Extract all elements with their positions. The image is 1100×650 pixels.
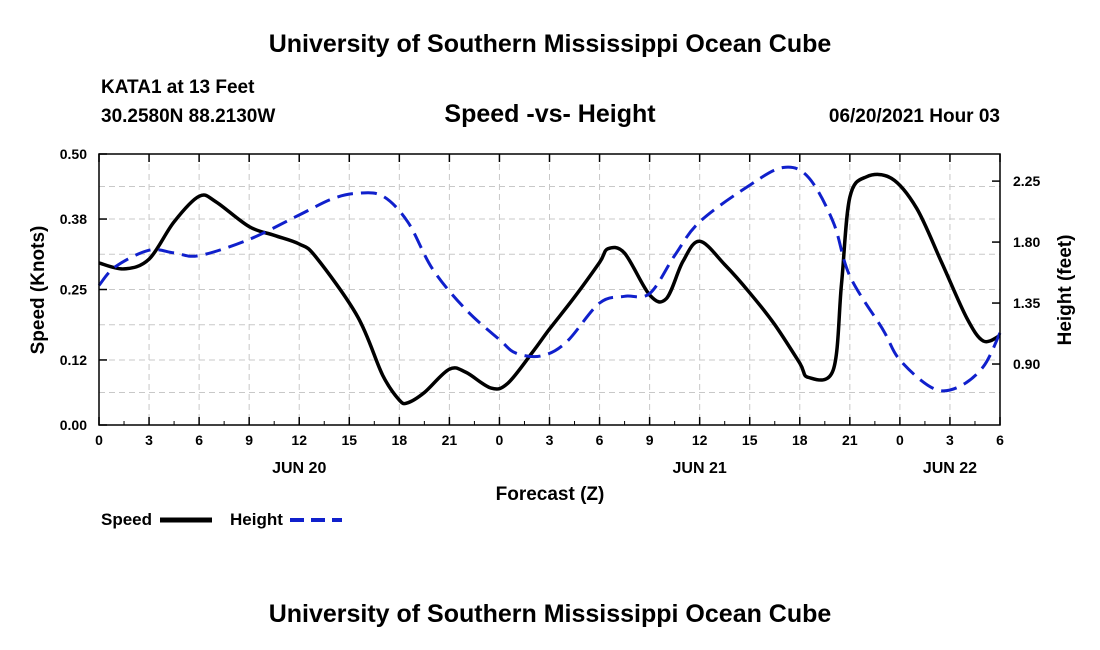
x-tick-label: 21 — [442, 432, 458, 448]
x-axis-label: Forecast (Z) — [496, 484, 605, 505]
x-tick-label: 21 — [842, 432, 858, 448]
legend: Speed Height — [101, 510, 342, 529]
x-tick-label: 18 — [792, 432, 808, 448]
x-tick-label: 0 — [496, 432, 504, 448]
date-label: JUN 21 — [673, 460, 727, 477]
series-line-height — [97, 165, 1002, 393]
x-tick-label: 0 — [896, 432, 904, 448]
y-right-tick-label: 0.90 — [1013, 356, 1040, 372]
footer-title: University of Southern Mississippi Ocean… — [268, 600, 832, 628]
y-right-tick-label: 1.35 — [1013, 295, 1040, 311]
x-tick-label: 3 — [946, 432, 954, 448]
legend-height-label: Height — [230, 510, 283, 529]
x-tick-label: 9 — [245, 432, 253, 448]
date-label: JUN 22 — [923, 460, 977, 477]
x-tick-label: 3 — [546, 432, 554, 448]
y-axis-left-label: Speed (Knots) — [28, 226, 49, 355]
x-tick-label: 18 — [392, 432, 408, 448]
y-left-tick-label: 0.12 — [60, 352, 87, 368]
x-tick-label: 3 — [145, 432, 153, 448]
x-tick-label: 0 — [95, 432, 103, 448]
x-tick-label: 15 — [341, 432, 357, 448]
x-tick-label: 12 — [291, 432, 307, 448]
forecast-datetime: 06/20/2021 Hour 03 — [828, 106, 1000, 127]
y-left-tick-label: 0.38 — [60, 211, 87, 227]
x-tick-label: 9 — [646, 432, 654, 448]
legend-speed-label: Speed — [101, 510, 152, 529]
station-label: KATA1 at 13 Feet — [101, 77, 255, 98]
y-right-tick-label: 2.25 — [1013, 173, 1040, 189]
page-title: University of Southern Mississippi Ocean… — [268, 30, 832, 58]
y-right-tick-label: 1.80 — [1013, 234, 1040, 250]
x-tick-label: 6 — [996, 432, 1004, 448]
grid — [99, 154, 1000, 425]
chart-title: Speed -vs- Height — [444, 100, 656, 128]
y-left-tick-label: 0.25 — [60, 282, 87, 298]
axis-ticks: 0 3 6 9 12 15 18 21 0 3 6 9 12 15 18 21 0 3 6 JUN 20 JUN 21 J… — [60, 146, 1041, 477]
x-tick-label: 15 — [742, 432, 758, 448]
date-label: JUN 20 — [272, 460, 326, 477]
y-left-tick-label: 0.00 — [60, 417, 87, 433]
station-coordinates: 30.2580N 88.2130W — [101, 106, 276, 127]
series-line-speed — [98, 172, 1001, 406]
x-tick-label: 6 — [195, 432, 203, 448]
series-layer — [97, 165, 1002, 406]
x-tick-label: 6 — [596, 432, 604, 448]
y-left-tick-label: 0.50 — [60, 146, 87, 162]
y-axis-right-label: Height (feet) — [1055, 235, 1076, 346]
x-tick-label: 12 — [692, 432, 708, 448]
